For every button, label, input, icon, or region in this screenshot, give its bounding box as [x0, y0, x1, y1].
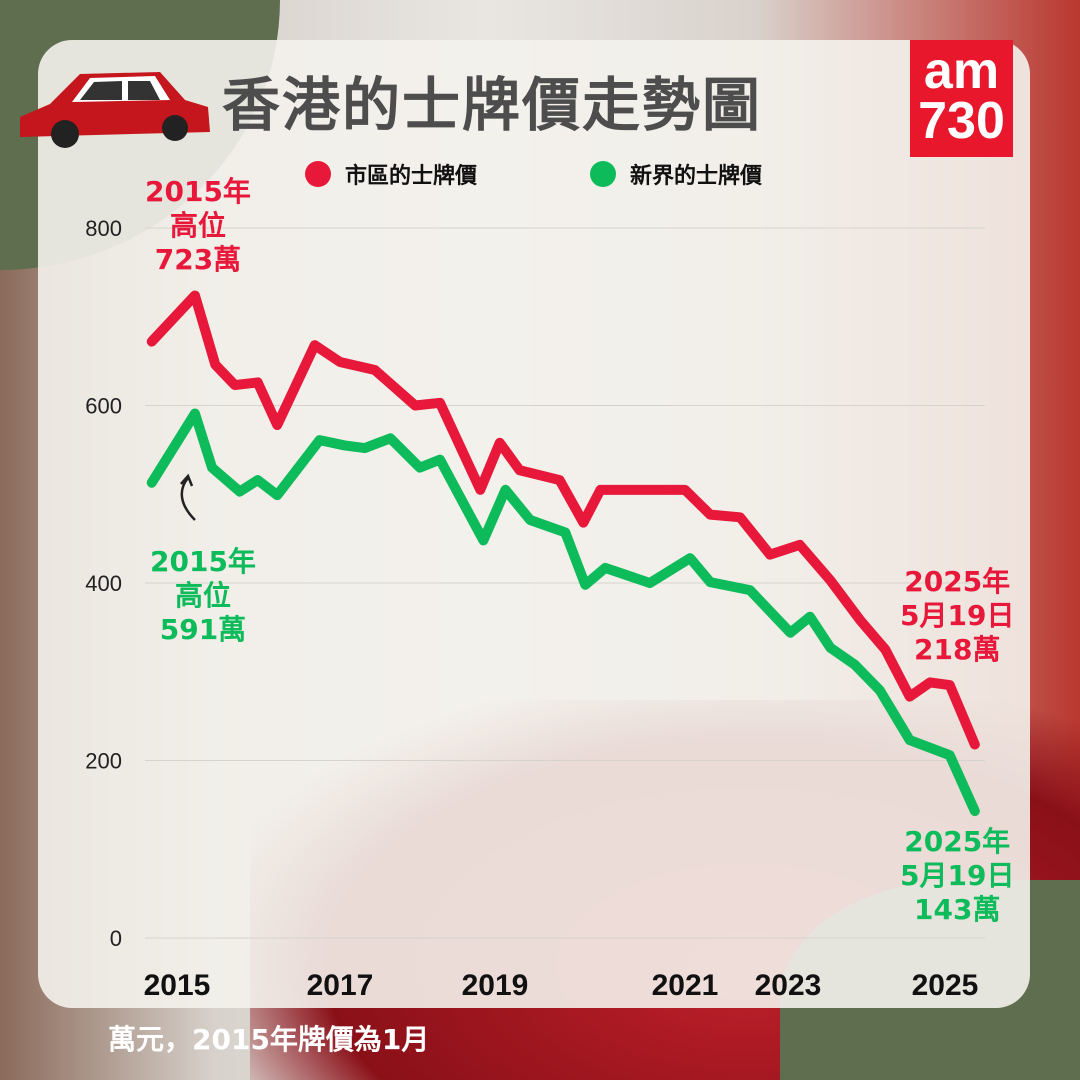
taxi-icon: [20, 72, 210, 148]
x-tick-label: 2023: [755, 969, 822, 1002]
annotation-nt-latest: 2025年 5月19日 143萬: [900, 825, 1015, 926]
annotation-urban-latest: 2025年 5月19日 218萬: [900, 565, 1015, 666]
y-tick-label: 400: [85, 571, 122, 596]
legend-label: 新界的士牌價: [630, 164, 763, 189]
annotation-urban-peak: 2015年 高位 723萬: [145, 175, 251, 276]
annotation-nt-peak: 2015年 高位 591萬: [150, 545, 256, 646]
x-tick-label: 2019: [462, 969, 529, 1002]
am730-logo: am 730: [910, 40, 1013, 157]
arrow-head-icon: [180, 473, 194, 487]
legend-item-nt: 新界的士牌價: [590, 158, 762, 190]
arrow-annotation: [180, 477, 196, 521]
y-tick-label: 200: [85, 749, 122, 774]
unit-note: 萬元，2015年牌價為1月: [108, 1023, 430, 1056]
y-tick-label: 800: [85, 216, 122, 241]
chart-title: 香港的士牌價走勢圖: [222, 71, 763, 139]
y-tick-label: 600: [85, 394, 122, 419]
x-tick-label: 2017: [307, 969, 374, 1002]
series-line-urban: [146, 290, 980, 750]
legend-item-urban: 市區的士牌價: [305, 158, 477, 190]
series-line-nt: [146, 408, 980, 817]
legend-swatch: [590, 161, 616, 187]
x-tick-label: 2021: [652, 969, 719, 1002]
y-tick-label: 0: [110, 926, 122, 951]
legend-swatch: [305, 161, 331, 187]
legend-label: 市區的士牌價: [345, 164, 478, 189]
x-tick-label: 2025: [912, 969, 979, 1002]
x-tick-label: 2015: [144, 969, 211, 1002]
